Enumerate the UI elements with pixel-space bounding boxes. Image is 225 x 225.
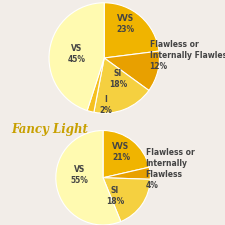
Wedge shape: [103, 130, 149, 178]
Wedge shape: [87, 58, 104, 112]
Wedge shape: [56, 130, 121, 225]
Text: VS
45%: VS 45%: [68, 43, 86, 64]
Text: VVS
21%: VVS 21%: [112, 142, 130, 162]
Text: Flawless or
Internally Flawless
12%: Flawless or Internally Flawless 12%: [149, 40, 225, 71]
Text: VVS
23%: VVS 23%: [116, 14, 134, 34]
Wedge shape: [104, 51, 160, 90]
Wedge shape: [94, 58, 149, 113]
Wedge shape: [104, 3, 159, 58]
Text: SI
18%: SI 18%: [109, 69, 127, 89]
Text: Flawless or
Internally
Flawless
4%: Flawless or Internally Flawless 4%: [146, 148, 194, 190]
Wedge shape: [103, 178, 150, 222]
Wedge shape: [49, 3, 104, 110]
Text: Fancy Light: Fancy Light: [11, 123, 88, 136]
Text: SI
18%: SI 18%: [106, 186, 124, 206]
Wedge shape: [103, 167, 150, 179]
Text: VS
55%: VS 55%: [70, 165, 88, 185]
Text: I
2%: I 2%: [99, 95, 112, 115]
